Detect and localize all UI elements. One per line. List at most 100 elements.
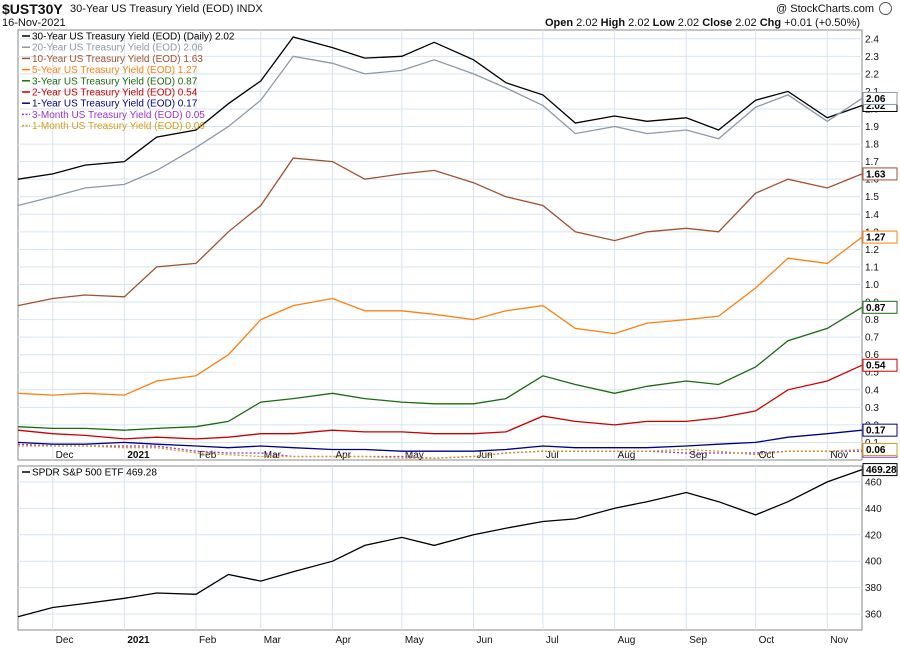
legend-entry: 10-Year US Treasury Yield (EOD) 1.63 (32, 54, 203, 65)
series-line-0-8 (18, 445, 863, 459)
y-tick-label: 0.7 (865, 333, 879, 344)
y-tick-label: 1.8 (865, 140, 879, 151)
x-tick-label: May (405, 635, 424, 646)
y-tick-label: 360 (865, 610, 882, 621)
x-tick-label: Apr (335, 450, 351, 461)
brand-label: @ StockCharts.com (776, 3, 874, 15)
x-tick-label: Oct (759, 635, 775, 646)
legend-entry: 3-Year US Treasury Yield (EOD) 0.87 (32, 76, 198, 87)
legend-entry: 3-Month US Treasury Yield (EOD) 0.05 (32, 110, 205, 121)
series-line-0-2 (17, 157, 863, 307)
ticker-full-name: 30-Year US Treasury Yield (EOD) INDX (70, 3, 263, 15)
low-value: 2.02 (677, 17, 700, 29)
legend-entry: 2-Year US Treasury Yield (EOD) 0.54 (32, 88, 198, 99)
series-line-0-0 (17, 36, 863, 180)
chart-date: 16-Nov-2021 (2, 17, 66, 29)
x-tick-label: 2021 (127, 450, 150, 461)
end-value-label: 1.27 (866, 233, 886, 244)
high-label: High (600, 17, 626, 29)
end-value-label: 2.02 (866, 101, 886, 112)
y-tick-label: 2.2 (865, 69, 879, 80)
close-value: 2.02 (735, 17, 757, 29)
open-value: 2.02 (576, 17, 598, 29)
x-tick-label: Mar (264, 450, 282, 461)
y-tick-label: 1.7 (865, 157, 879, 168)
legend-entry: 30-Year US Treasury Yield (EOD) (Daily) … (32, 32, 235, 43)
x-tick-label: Feb (199, 450, 217, 461)
x-tick-label: Dec (56, 450, 74, 461)
high-value: 2.02 (628, 17, 650, 29)
y-tick-label: 2.4 (865, 34, 879, 45)
x-tick-label: Jul (546, 635, 559, 646)
x-tick-label: Aug (618, 450, 636, 461)
y-tick-label: 0.5 (865, 368, 879, 379)
y-tick-label: 420 (865, 530, 882, 541)
y-tick-label: 2.3 (865, 52, 879, 63)
series-line-0-3 (17, 236, 863, 396)
low-label: Low (652, 17, 675, 29)
end-label-box (862, 423, 898, 437)
x-tick-label: Sep (689, 450, 707, 461)
y-tick-label: 0.6 (865, 350, 879, 361)
end-label-box (862, 167, 898, 181)
panel-frame-0 (17, 29, 863, 461)
legend-entry: 5-Year US Treasury Yield (EOD) 1.27 (32, 65, 198, 76)
x-tick-label: Oct (759, 450, 775, 461)
end-label-box (862, 91, 898, 105)
y-tick-label: 460 (865, 477, 882, 488)
y-tick-label: 0.8 (865, 315, 879, 326)
chg-label: Chg (759, 17, 782, 29)
chg-value: +0.01 (+0.50%) (784, 17, 860, 29)
series-line-1-0 (17, 468, 863, 618)
legend-entry: 20-Year US Treasury Yield (EOD) 2.06 (32, 43, 203, 54)
series-line-0-4 (17, 306, 863, 431)
x-tick-label: 2021 (127, 635, 150, 646)
y-tick-label: 1.2 (865, 245, 879, 256)
x-tick-label: Jul (546, 450, 559, 461)
y-tick-label: 1.1 (865, 262, 879, 273)
legend-entry: 1-Month US Treasury Yield (EOD) 0.06 (32, 121, 205, 132)
y-tick-label: 1.0 (865, 280, 879, 291)
end-value-label: 1.63 (866, 169, 886, 180)
end-label-box (862, 300, 898, 314)
x-tick-label: Feb (199, 635, 217, 646)
x-tick-label: Jun (477, 635, 493, 646)
y-tick-label: 1.5 (865, 192, 879, 203)
x-tick-label: Sep (689, 635, 707, 646)
end-label-box (862, 442, 898, 456)
end-label-box (862, 230, 898, 244)
end-label-box (862, 358, 898, 372)
y-tick-label: 1.4 (865, 210, 879, 221)
brand-logo-icon (879, 2, 892, 15)
end-value-label: 2.06 (866, 94, 886, 105)
series-line-0-5 (17, 364, 863, 440)
x-tick-label: Aug (618, 635, 636, 646)
series-line-0-6 (17, 429, 863, 452)
x-tick-label: Mar (264, 635, 282, 646)
open-label: Open (544, 17, 574, 29)
y-tick-label: 1.9 (865, 122, 879, 133)
end-value-label: 0.54 (866, 361, 886, 372)
x-tick-label: Dec (56, 635, 74, 646)
end-value-label: 0.17 (866, 426, 886, 437)
x-tick-label: May (405, 450, 424, 461)
ohlc-readout: Open 2.02 High 2.02 Low 2.02 Close 2.02 … (545, 17, 860, 29)
x-tick-label: Nov (830, 635, 848, 646)
end-value-label: 0.87 (866, 303, 886, 314)
legend-entry: 1-Year US Treasury Yield (EOD) 0.17 (32, 99, 198, 110)
end-value-label: 0.06 (866, 445, 886, 456)
y-tick-label: 380 (865, 583, 882, 594)
end-value-label: 469.28 (866, 465, 897, 476)
ticker-symbol: $UST30Y (2, 1, 63, 17)
y-tick-label: 400 (865, 557, 882, 568)
y-tick-label: 0.3 (865, 403, 879, 414)
series-line-0-1 (17, 55, 863, 207)
y-tick-label: 440 (865, 504, 882, 515)
chart-header: $UST30Y 30-Year US Treasury Yield (EOD) … (0, 0, 900, 30)
x-tick-label: Nov (830, 450, 848, 461)
panel-frame-1 (17, 465, 863, 631)
legend-entry: SPDR S&P 500 ETF 469.28 (32, 468, 157, 479)
end-label-box (862, 463, 898, 477)
y-tick-label: 0.4 (865, 385, 879, 396)
